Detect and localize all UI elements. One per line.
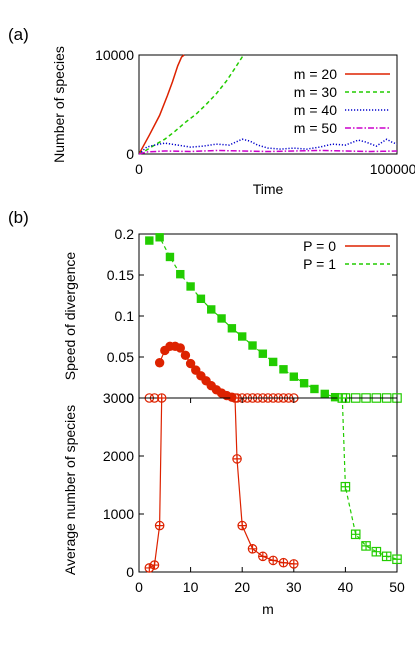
data-point xyxy=(258,551,268,562)
data-point xyxy=(165,252,175,262)
y-tick-label: 2000 xyxy=(103,448,134,464)
data-point xyxy=(217,314,226,323)
data-point xyxy=(186,282,195,291)
series-line xyxy=(139,54,185,155)
data-point xyxy=(154,520,165,531)
data-point xyxy=(320,389,329,399)
plot-frame xyxy=(138,397,398,573)
x-axis-label: Time xyxy=(253,181,284,197)
series-line xyxy=(341,397,397,560)
panel-label-a: (a) xyxy=(8,25,29,44)
data-point xyxy=(288,559,299,569)
data-point xyxy=(144,563,155,573)
data-point xyxy=(238,332,247,341)
data-point xyxy=(278,557,289,568)
data-point xyxy=(156,393,167,403)
data-point xyxy=(145,236,154,245)
data-point xyxy=(299,379,309,388)
data-point xyxy=(371,546,382,557)
x-tick-label: 20 xyxy=(234,579,250,595)
series-line xyxy=(149,397,163,569)
chart-b-top: 0 0.05 0.1 0.15 0.2 Speed of divergence P = 0 P… xyxy=(62,226,402,406)
y-tick-label: 0.2 xyxy=(115,226,135,242)
data-point xyxy=(175,343,185,353)
y-tick-label: 0.15 xyxy=(107,267,134,283)
series-line xyxy=(234,397,294,565)
series-line xyxy=(139,149,397,155)
legend-label: m = 30 xyxy=(294,84,337,100)
data-point xyxy=(361,541,371,551)
data-point xyxy=(237,520,247,531)
data-point xyxy=(232,454,242,464)
y-axis-label: Average number of species xyxy=(62,405,78,575)
legend-label: P = 0 xyxy=(303,238,336,254)
y-tick-label: 0.1 xyxy=(115,308,135,324)
x-tick-label: 0 xyxy=(135,161,143,177)
data-point xyxy=(310,384,319,394)
x-axis-label: m xyxy=(262,601,274,617)
x-tick-label: 40 xyxy=(338,579,354,595)
x-tick-label: 10 xyxy=(183,579,199,595)
data-point xyxy=(191,365,201,375)
series-line xyxy=(139,138,397,155)
y-tick-label: 3000 xyxy=(103,390,134,406)
data-point xyxy=(247,543,258,554)
data-point xyxy=(196,294,206,303)
series-line xyxy=(139,54,246,155)
y-tick-label: 0 xyxy=(126,390,134,406)
y-axis-label: Speed of divergence xyxy=(62,252,78,381)
data-point xyxy=(350,529,361,540)
y-tick-label: 10000 xyxy=(95,47,134,63)
legend-label: m = 20 xyxy=(294,66,337,82)
x-tick-label: 0 xyxy=(135,579,143,595)
y-tick-label: 1000 xyxy=(103,506,134,522)
data-point xyxy=(248,341,257,350)
legend-label: m = 40 xyxy=(294,102,337,118)
x-tick-label: 1000000 xyxy=(370,161,415,177)
data-point xyxy=(207,305,216,314)
legend-label: m = 50 xyxy=(294,120,337,136)
chart-a: 0 10000 0 1000000 Time Number of species m = 2… xyxy=(51,46,415,197)
data-point xyxy=(268,555,278,566)
data-point xyxy=(268,357,278,367)
legend-label: P = 1 xyxy=(303,256,336,272)
data-point xyxy=(258,349,268,358)
y-tick-label: 0 xyxy=(126,564,134,580)
data-point xyxy=(227,324,237,333)
plot-frame xyxy=(138,233,398,399)
data-point xyxy=(289,372,298,381)
y-axis-label: Number of species xyxy=(51,46,67,163)
plot-frame xyxy=(138,54,398,155)
data-point xyxy=(180,350,191,361)
data-point xyxy=(185,358,196,369)
data-point xyxy=(381,551,392,562)
data-point xyxy=(340,481,351,492)
data-point xyxy=(337,393,348,403)
x-tick-label: 30 xyxy=(286,579,302,595)
data-point xyxy=(155,233,164,242)
data-point xyxy=(279,365,288,374)
panel-label-b: (b) xyxy=(8,208,29,227)
data-point xyxy=(154,358,165,368)
x-tick-label: 50 xyxy=(389,579,405,595)
y-tick-label: 0 xyxy=(126,146,134,162)
data-point xyxy=(230,393,240,403)
data-point xyxy=(392,554,402,565)
data-point xyxy=(149,560,160,570)
data-point xyxy=(330,392,340,402)
data-point xyxy=(176,269,185,279)
y-tick-label: 0.05 xyxy=(107,349,134,365)
